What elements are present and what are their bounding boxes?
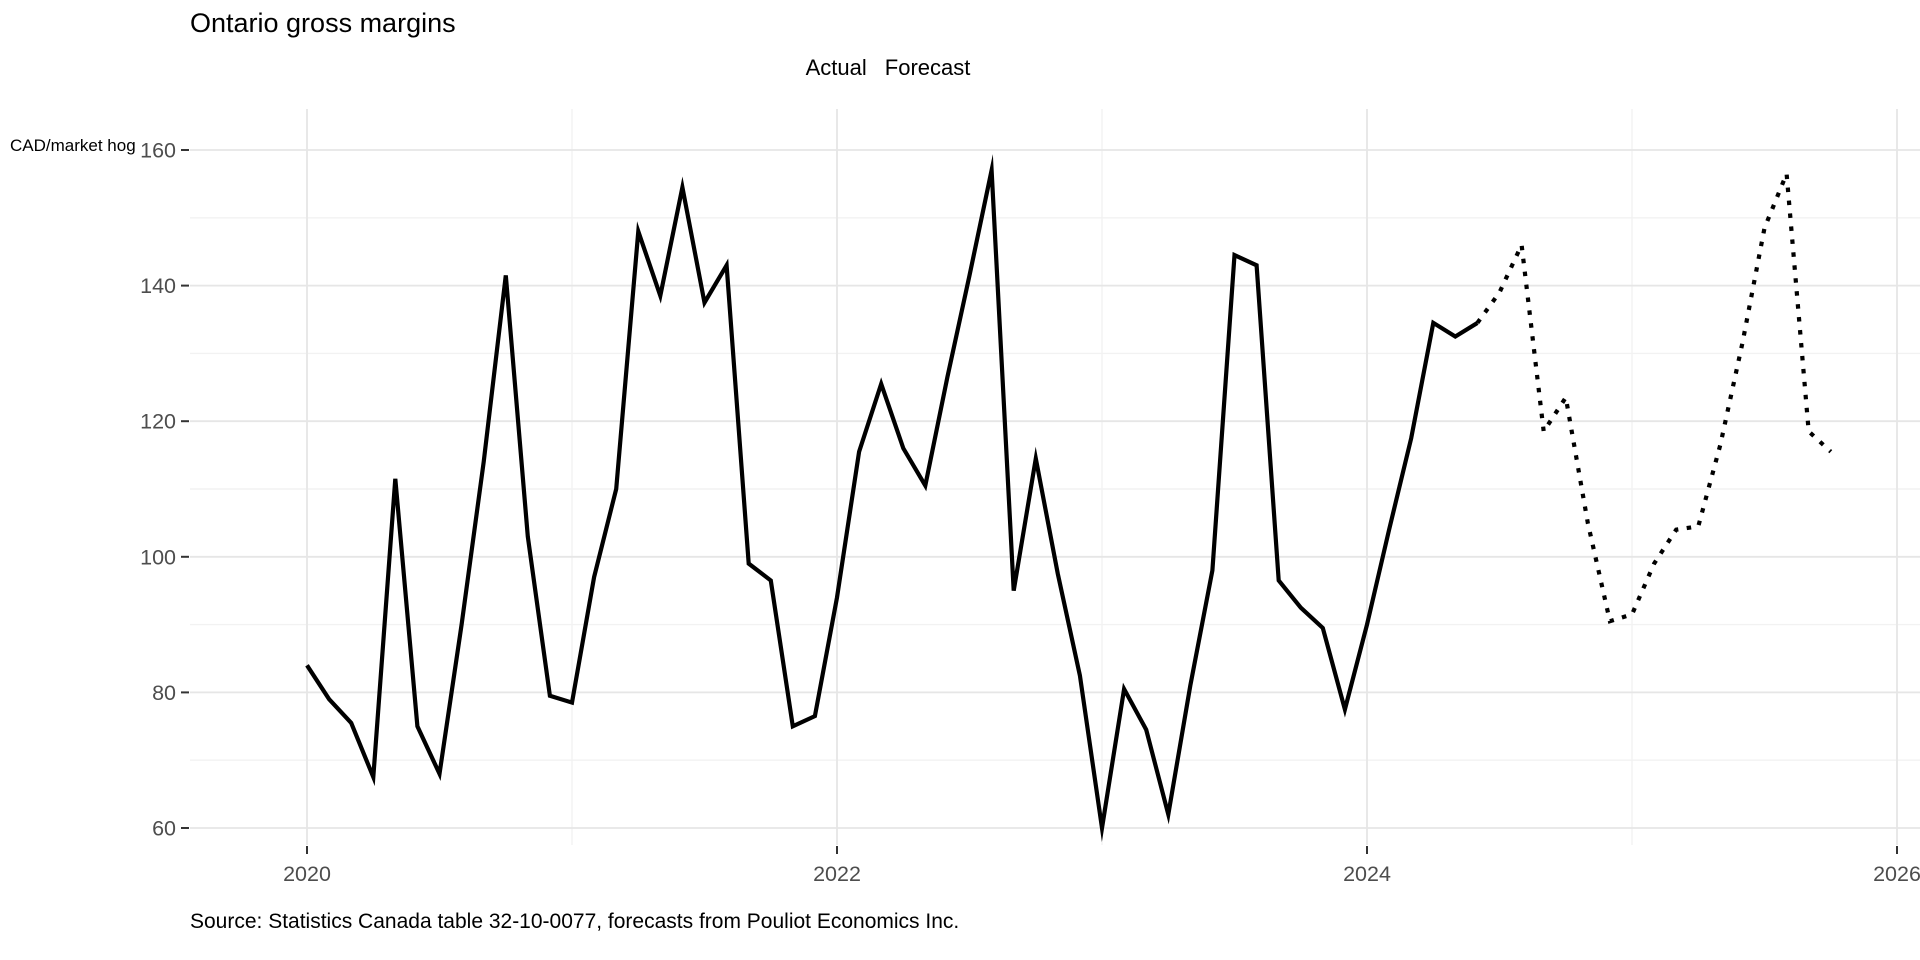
x-tick-label: 2026 [1873, 862, 1920, 886]
y-tick-label: 100 [140, 545, 176, 569]
gridlines-minor [190, 109, 1920, 845]
legend-label-forecast: Forecast [884, 55, 971, 80]
data-series [305, 154, 1833, 842]
legend-label-actual: Actual [805, 55, 867, 80]
legend: Actual Forecast [0, 55, 1848, 81]
source-note: Source: Statistics Canada table 32-10-00… [190, 910, 960, 933]
gridlines-major [190, 109, 1920, 845]
x-tick-label: 2022 [813, 862, 861, 886]
x-tick-label: 2020 [283, 862, 331, 886]
actual-line [305, 154, 1479, 842]
x-tick-label: 2024 [1343, 862, 1391, 886]
axis-tick-labels: 60 80 100 120 140 160 2020 2022 2024 2026 [140, 139, 1920, 887]
legend-item-forecast: Forecast [885, 55, 971, 81]
y-tick-label: 140 [140, 274, 176, 298]
legend-item-actual: Actual [806, 55, 867, 81]
y-tick-label: 80 [152, 681, 176, 705]
y-tick-label: 120 [140, 410, 176, 434]
forecast-line [1475, 164, 1833, 624]
chart-title: Ontario gross margins [190, 8, 456, 38]
axis-tick-marks [181, 149, 1898, 854]
y-axis-unit-label: CAD/market hog [10, 136, 136, 155]
y-tick-label: 160 [140, 139, 176, 163]
y-tick-label: 60 [152, 817, 176, 841]
